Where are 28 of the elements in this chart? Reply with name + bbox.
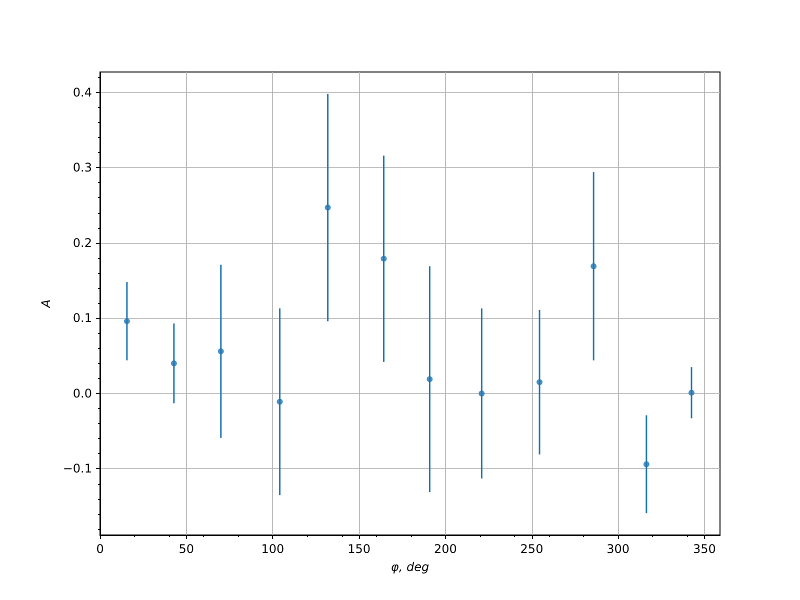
point <box>590 263 597 270</box>
y-tick-label: 0.0 <box>72 386 92 400</box>
y-tick-label: 0.4 <box>72 85 92 100</box>
point <box>426 376 433 382</box>
y-tick-label: 0.2 <box>72 236 92 250</box>
point <box>688 390 695 396</box>
point <box>324 204 331 211</box>
point <box>170 360 177 366</box>
x-tick-label: 150 <box>348 542 371 556</box>
point <box>276 398 283 405</box>
point <box>478 390 485 396</box>
y-tick-label: 0.3 <box>72 160 92 175</box>
point <box>380 256 387 262</box>
point <box>536 379 543 386</box>
y-tick-label: 0.1 <box>72 311 92 326</box>
x-tick-label: 200 <box>434 542 457 556</box>
y-tick-label: −0.1 <box>62 462 92 476</box>
x-tick-label: 350 <box>693 542 716 556</box>
x-tick-label: 100 <box>261 542 284 556</box>
y-axis-title: A <box>38 299 53 309</box>
x-tick-label: 300 <box>606 542 630 556</box>
x-tick-label: 50 <box>178 542 194 556</box>
x-tick-label: 0 <box>96 542 104 556</box>
x-axis-title: φ, deg <box>390 560 430 574</box>
point <box>643 461 650 468</box>
point <box>218 348 224 354</box>
x-tick-label: 250 <box>520 542 544 556</box>
point <box>124 318 130 324</box>
